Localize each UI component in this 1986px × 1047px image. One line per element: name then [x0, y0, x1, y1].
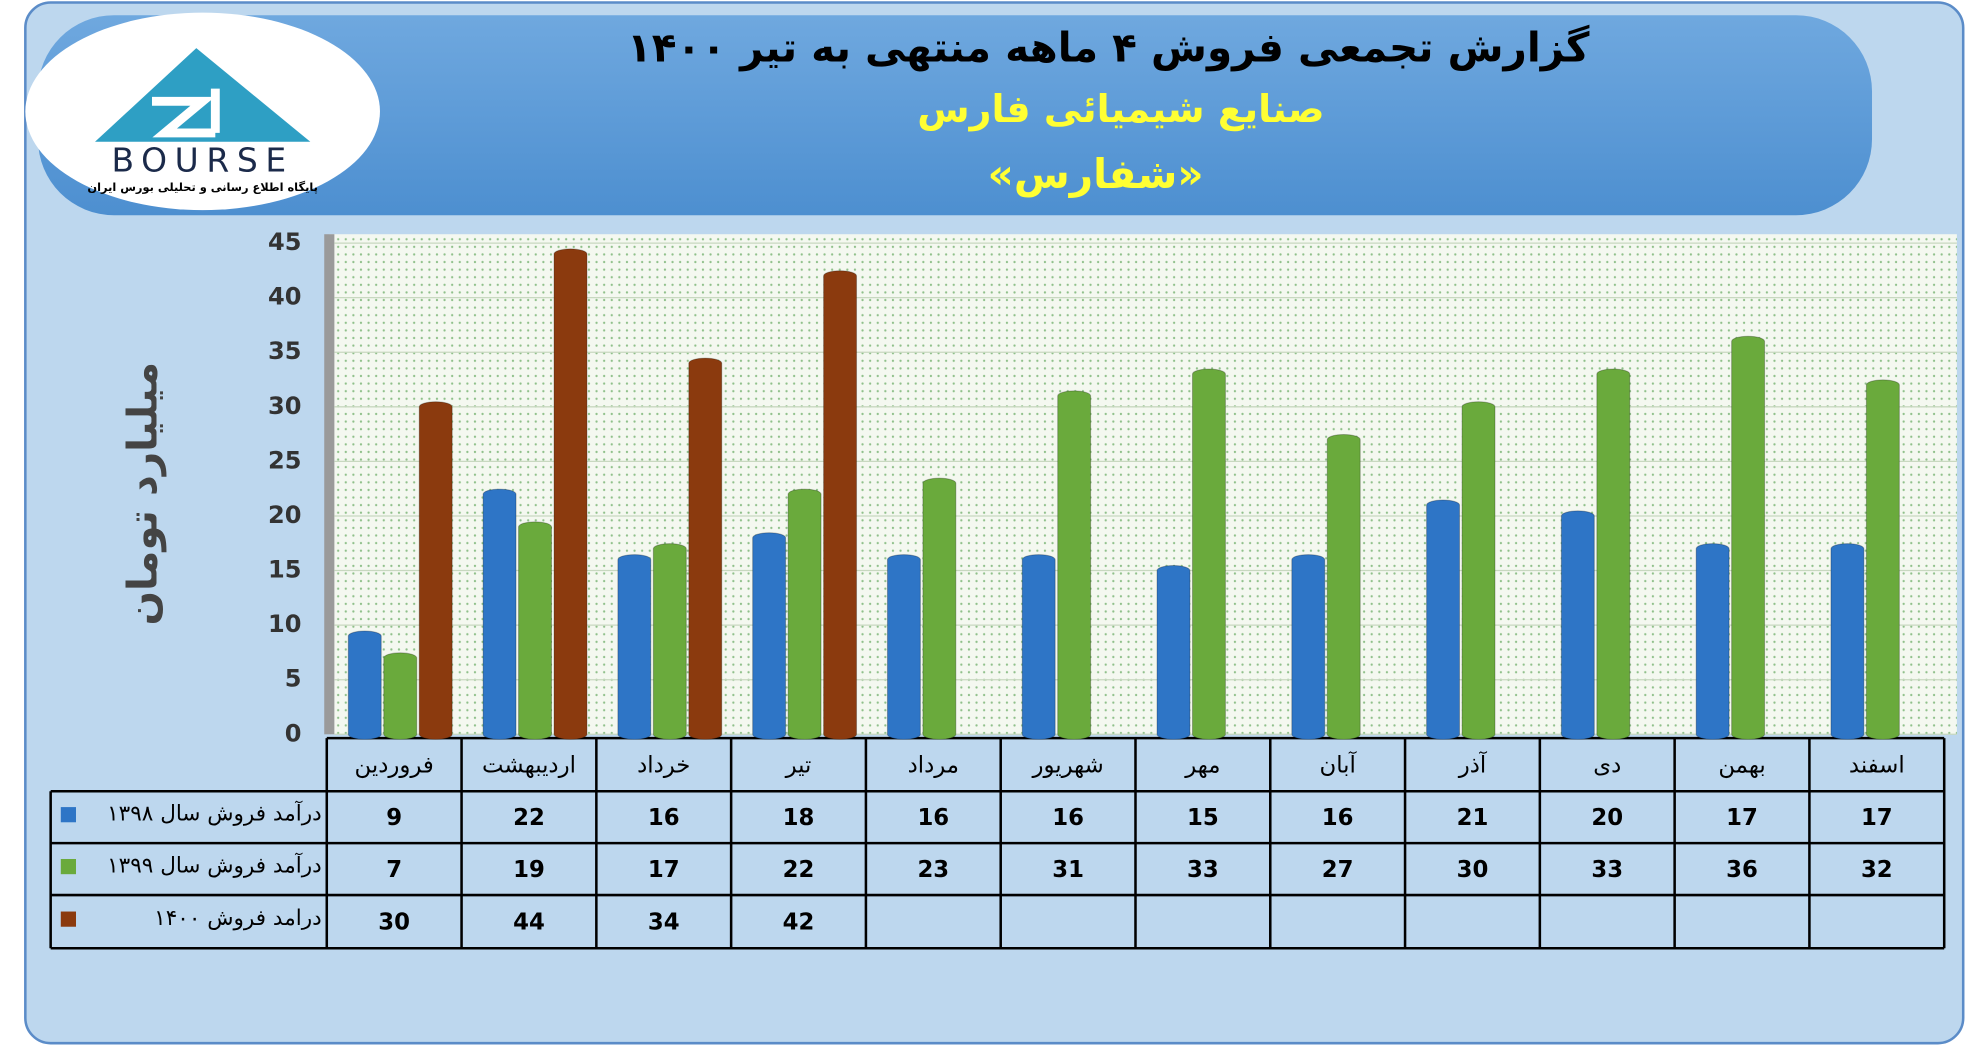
bar: [1461, 401, 1496, 740]
bar: [1021, 554, 1056, 740]
bar: [553, 248, 588, 740]
bar: [688, 357, 723, 740]
table-value: 17: [648, 857, 680, 883]
bar: [787, 488, 822, 740]
table-value: 15: [1187, 805, 1219, 831]
bar: [886, 554, 921, 740]
logo-24: [151, 88, 220, 138]
logo-caption: پایگاه اطلاع رسانی و تحلیلی بورس ایران: [87, 180, 318, 194]
table-value: 17: [1726, 805, 1758, 831]
legend-label: درآمد فروش سال ۱۳۹۹: [107, 852, 322, 879]
bar: [1156, 564, 1191, 740]
bar: [1057, 390, 1092, 740]
y-tick-label: 15: [268, 556, 301, 584]
bar: [518, 521, 552, 740]
plot-area: [329, 234, 1957, 735]
chart-subtitle: صنایع شیمیائی فارس: [917, 87, 1324, 131]
bar: [1291, 554, 1326, 740]
bar: [1191, 368, 1226, 740]
legend-swatch: [60, 858, 76, 875]
table-value: 19: [513, 857, 545, 883]
chart-title: گزارش تجمعی فروش ۴ ماهه منتهی به تیر ۱۴۰…: [627, 24, 1590, 72]
logo-shape: [94, 48, 311, 142]
bar: [617, 554, 652, 740]
table-value: 36: [1726, 857, 1758, 883]
y-tick-label: 35: [268, 337, 301, 365]
bar: [1830, 543, 1865, 740]
bar: [922, 477, 957, 740]
y-tick-label: 0: [285, 719, 302, 747]
x-tick-label: اسفند: [1849, 752, 1905, 778]
table-value: 16: [1052, 805, 1084, 831]
y-tick-label: 40: [268, 283, 301, 311]
table-value: 22: [783, 857, 815, 883]
table-value: 23: [917, 857, 949, 883]
table-value: 44: [513, 909, 545, 935]
table-value: 30: [1457, 857, 1489, 883]
x-tick-label: دی: [1593, 752, 1621, 778]
logo-text: BOURSE: [112, 141, 294, 180]
table-value: 22: [513, 805, 545, 831]
x-tick-label: آذر: [1458, 750, 1488, 778]
chart-subtitle: «شفارس»: [988, 150, 1204, 198]
table-value: 16: [648, 805, 680, 831]
x-tick-label: خرداد: [637, 752, 690, 778]
x-tick-label: تیر: [785, 752, 812, 778]
bar: [383, 652, 418, 740]
x-tick-label: بهمن: [1718, 752, 1765, 778]
y-tick-label: 25: [268, 446, 301, 474]
table-value: 27: [1322, 857, 1354, 883]
x-tick-label: مهر: [1184, 752, 1220, 778]
y-tick-label: 5: [285, 665, 302, 693]
bar: [1865, 379, 1900, 740]
header-banner: [37, 15, 1873, 216]
bar: [1426, 499, 1461, 740]
legend-label: درامد فروش ۱۴۰۰: [154, 906, 322, 931]
table-value: 16: [917, 805, 949, 831]
table-value: 20: [1591, 805, 1623, 831]
table-value: 7: [386, 857, 402, 883]
side-wall: [324, 234, 335, 735]
bar: [652, 543, 687, 740]
table-value: 33: [1591, 857, 1623, 883]
table-value: 32: [1861, 857, 1893, 883]
y-axis-title: میلیارد تومان: [119, 362, 167, 626]
legend-swatch: [60, 807, 76, 823]
table-value: 18: [783, 805, 815, 831]
bar: [752, 532, 787, 740]
x-tick-label: مرداد: [908, 752, 959, 778]
table-value: 31: [1052, 857, 1084, 883]
legend-swatch: [60, 911, 76, 927]
bar: [1731, 335, 1766, 740]
bar: [823, 270, 858, 740]
bar: [1326, 433, 1361, 740]
y-tick-label: 20: [268, 501, 301, 529]
bar: [418, 401, 453, 740]
y-tick-label: 45: [268, 228, 301, 256]
x-tick-label: فروردین: [355, 752, 434, 778]
bar: [1695, 543, 1730, 740]
x-tick-label: شهریور: [1031, 752, 1103, 778]
bar: [1596, 368, 1631, 740]
table-value: 42: [783, 909, 815, 935]
x-tick-label: آبان: [1319, 750, 1357, 778]
table-value: 34: [648, 909, 680, 935]
bar: [347, 630, 382, 740]
table-value: 16: [1322, 805, 1354, 831]
table-value: 33: [1187, 857, 1219, 883]
bar: [1560, 510, 1595, 740]
table-value: 30: [378, 909, 410, 935]
y-tick-label: 30: [268, 392, 301, 420]
x-tick-label: اردیبهشت: [482, 752, 576, 778]
bar: [482, 488, 517, 740]
y-tick-label: 10: [268, 610, 301, 638]
table-value: 9: [386, 805, 402, 831]
table-value: 21: [1457, 805, 1489, 831]
legend-label: درآمد فروش سال ۱۳۹۸: [107, 800, 322, 827]
table-value: 17: [1861, 805, 1893, 831]
